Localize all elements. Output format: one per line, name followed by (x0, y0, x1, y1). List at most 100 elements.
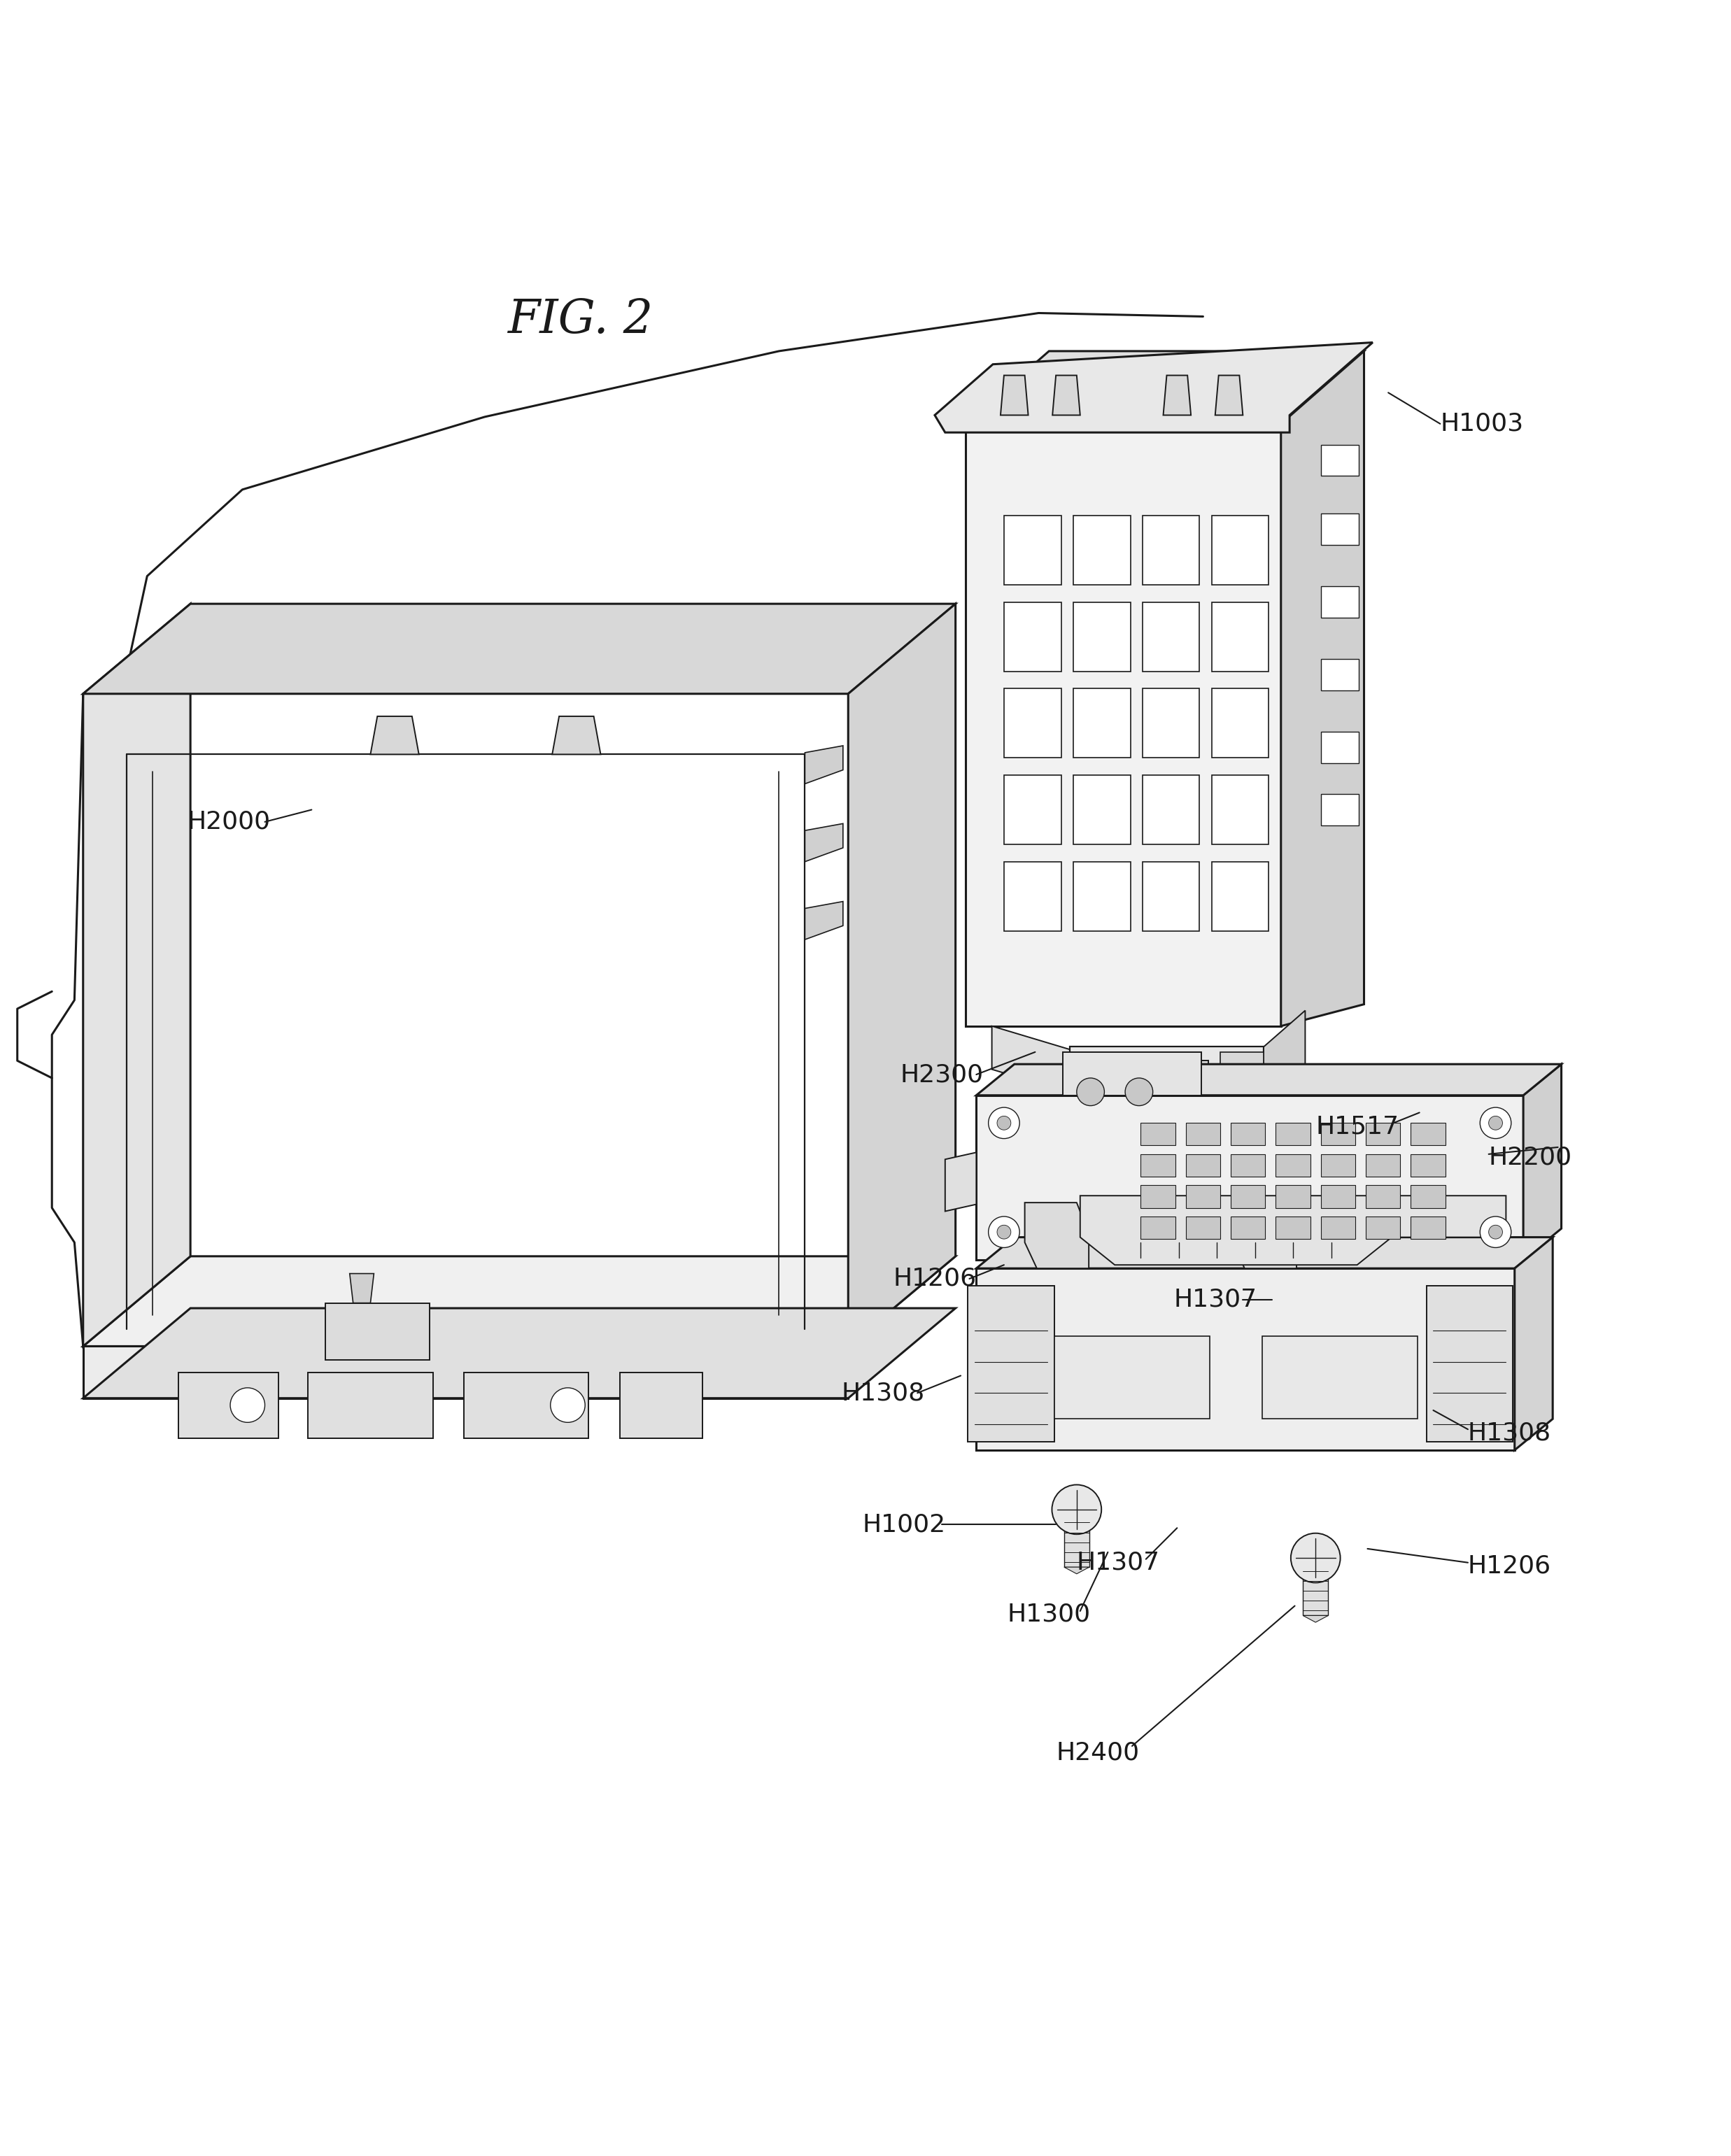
FancyBboxPatch shape (1321, 1123, 1355, 1145)
Polygon shape (1065, 1567, 1089, 1574)
Circle shape (1077, 1078, 1104, 1106)
Polygon shape (1004, 515, 1061, 584)
Text: H2300: H2300 (900, 1063, 983, 1087)
Polygon shape (1163, 375, 1191, 416)
Polygon shape (1142, 515, 1200, 584)
Polygon shape (1212, 515, 1269, 584)
FancyBboxPatch shape (1186, 1216, 1220, 1240)
Polygon shape (976, 1065, 1561, 1095)
FancyBboxPatch shape (1231, 1186, 1265, 1207)
Text: H2400: H2400 (1056, 1742, 1139, 1766)
Polygon shape (552, 716, 601, 755)
Polygon shape (1073, 688, 1130, 757)
Circle shape (1480, 1108, 1511, 1138)
Polygon shape (1001, 375, 1028, 416)
Polygon shape (1426, 1285, 1513, 1442)
FancyBboxPatch shape (178, 1371, 279, 1438)
Polygon shape (935, 343, 1373, 433)
FancyBboxPatch shape (1321, 1216, 1355, 1240)
Polygon shape (966, 351, 1364, 425)
Polygon shape (83, 604, 190, 1345)
Polygon shape (945, 1153, 976, 1212)
Circle shape (1489, 1225, 1503, 1240)
Polygon shape (1215, 375, 1243, 416)
FancyBboxPatch shape (1276, 1153, 1310, 1177)
Circle shape (1480, 1216, 1511, 1248)
FancyBboxPatch shape (1262, 1337, 1418, 1419)
Circle shape (997, 1117, 1011, 1130)
Circle shape (1489, 1117, 1503, 1130)
Polygon shape (1073, 515, 1130, 584)
Polygon shape (805, 901, 843, 940)
Text: H1307: H1307 (1077, 1550, 1160, 1574)
Polygon shape (350, 1274, 374, 1302)
Polygon shape (1025, 1203, 1089, 1268)
Text: H1308: H1308 (841, 1382, 924, 1406)
FancyBboxPatch shape (1276, 1216, 1310, 1240)
Text: H1517: H1517 (1316, 1115, 1399, 1138)
Text: H1308: H1308 (1468, 1421, 1551, 1445)
Polygon shape (1232, 1203, 1297, 1268)
Polygon shape (83, 1309, 956, 1399)
Polygon shape (848, 604, 956, 1345)
FancyBboxPatch shape (1366, 1123, 1400, 1145)
Text: H1300: H1300 (1007, 1602, 1091, 1626)
Text: H1307: H1307 (1174, 1287, 1257, 1311)
FancyBboxPatch shape (1141, 1123, 1175, 1145)
FancyBboxPatch shape (1231, 1153, 1265, 1177)
FancyBboxPatch shape (1366, 1186, 1400, 1207)
Polygon shape (805, 746, 843, 785)
Text: H1003: H1003 (1440, 412, 1523, 436)
Circle shape (988, 1108, 1020, 1138)
Polygon shape (1523, 1065, 1561, 1259)
FancyBboxPatch shape (1186, 1153, 1220, 1177)
FancyBboxPatch shape (1141, 1186, 1175, 1207)
Polygon shape (1004, 776, 1061, 845)
FancyBboxPatch shape (1321, 1186, 1355, 1207)
FancyBboxPatch shape (1186, 1186, 1220, 1207)
FancyBboxPatch shape (1141, 1153, 1175, 1177)
FancyBboxPatch shape (620, 1371, 703, 1438)
Polygon shape (1220, 1052, 1264, 1121)
Circle shape (1125, 1078, 1153, 1106)
Polygon shape (1212, 776, 1269, 845)
Polygon shape (1264, 1011, 1305, 1130)
FancyBboxPatch shape (1411, 1216, 1445, 1240)
FancyBboxPatch shape (1141, 1216, 1175, 1240)
Circle shape (230, 1388, 265, 1423)
FancyBboxPatch shape (1276, 1186, 1310, 1207)
Polygon shape (1281, 351, 1364, 1026)
Polygon shape (1063, 1052, 1201, 1095)
Polygon shape (83, 604, 956, 694)
Polygon shape (976, 1238, 1553, 1268)
Polygon shape (1321, 586, 1359, 617)
FancyBboxPatch shape (1321, 1153, 1355, 1177)
Polygon shape (1073, 602, 1130, 671)
Polygon shape (968, 1285, 1054, 1442)
Circle shape (550, 1388, 585, 1423)
Circle shape (988, 1216, 1020, 1248)
Polygon shape (83, 1345, 848, 1399)
Polygon shape (1073, 862, 1130, 931)
Text: H2200: H2200 (1489, 1145, 1572, 1169)
Polygon shape (1142, 776, 1200, 845)
FancyBboxPatch shape (1231, 1216, 1265, 1240)
Polygon shape (1122, 1061, 1208, 1121)
Polygon shape (1321, 793, 1359, 826)
FancyBboxPatch shape (1231, 1123, 1265, 1145)
FancyBboxPatch shape (1054, 1337, 1210, 1419)
Polygon shape (325, 1302, 429, 1360)
Polygon shape (1321, 444, 1359, 476)
Polygon shape (1321, 731, 1359, 763)
Polygon shape (1212, 602, 1269, 671)
FancyBboxPatch shape (1366, 1216, 1400, 1240)
Text: H1206: H1206 (1468, 1554, 1551, 1578)
Polygon shape (370, 716, 419, 755)
FancyBboxPatch shape (1366, 1153, 1400, 1177)
Polygon shape (1212, 862, 1269, 931)
Polygon shape (1515, 1238, 1553, 1451)
Polygon shape (83, 1257, 956, 1345)
Polygon shape (1142, 688, 1200, 757)
Polygon shape (1321, 660, 1359, 690)
FancyBboxPatch shape (1411, 1153, 1445, 1177)
